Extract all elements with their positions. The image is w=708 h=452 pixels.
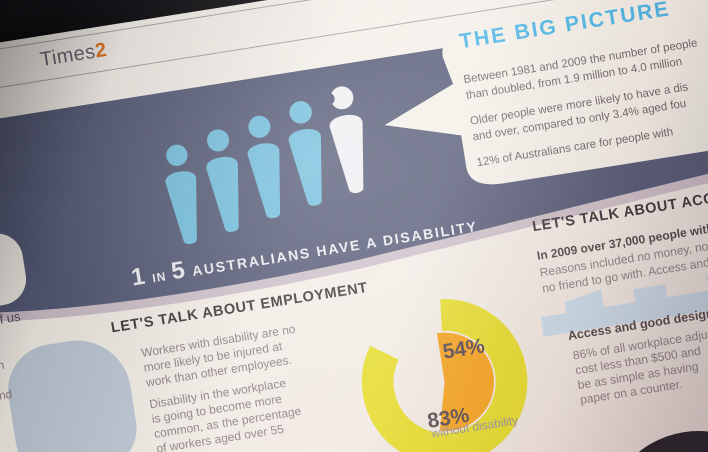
clipped-text-fragment: n (0, 357, 6, 373)
person-icon (247, 115, 281, 219)
masthead-brand: Times2 (39, 39, 109, 72)
donut-inner-wedge (436, 332, 494, 432)
person-icon (206, 129, 239, 232)
big-picture-bubble (384, 0, 708, 185)
thought-bubble-shape (1, 332, 143, 452)
legend-dot-yellow (408, 426, 426, 444)
donut-chart: 54% 83% (338, 276, 551, 452)
dark-circle-arc (589, 417, 708, 452)
headline-number-1: 1 (129, 262, 149, 292)
person-icon (165, 144, 197, 245)
person-icon-highlight (322, 86, 364, 193)
brand-accent: 2 (93, 38, 109, 63)
headline-in: IN (151, 269, 168, 286)
speech-bubble-shape (384, 0, 708, 185)
headline-number-5: 5 (169, 256, 189, 286)
brand-title: Times (38, 40, 98, 72)
donut-svg (361, 299, 528, 452)
skyline-silhouette (540, 267, 708, 337)
pictogram-people (151, 85, 377, 245)
clipped-text-fragment: ind (0, 386, 14, 404)
person-icon (288, 101, 322, 206)
